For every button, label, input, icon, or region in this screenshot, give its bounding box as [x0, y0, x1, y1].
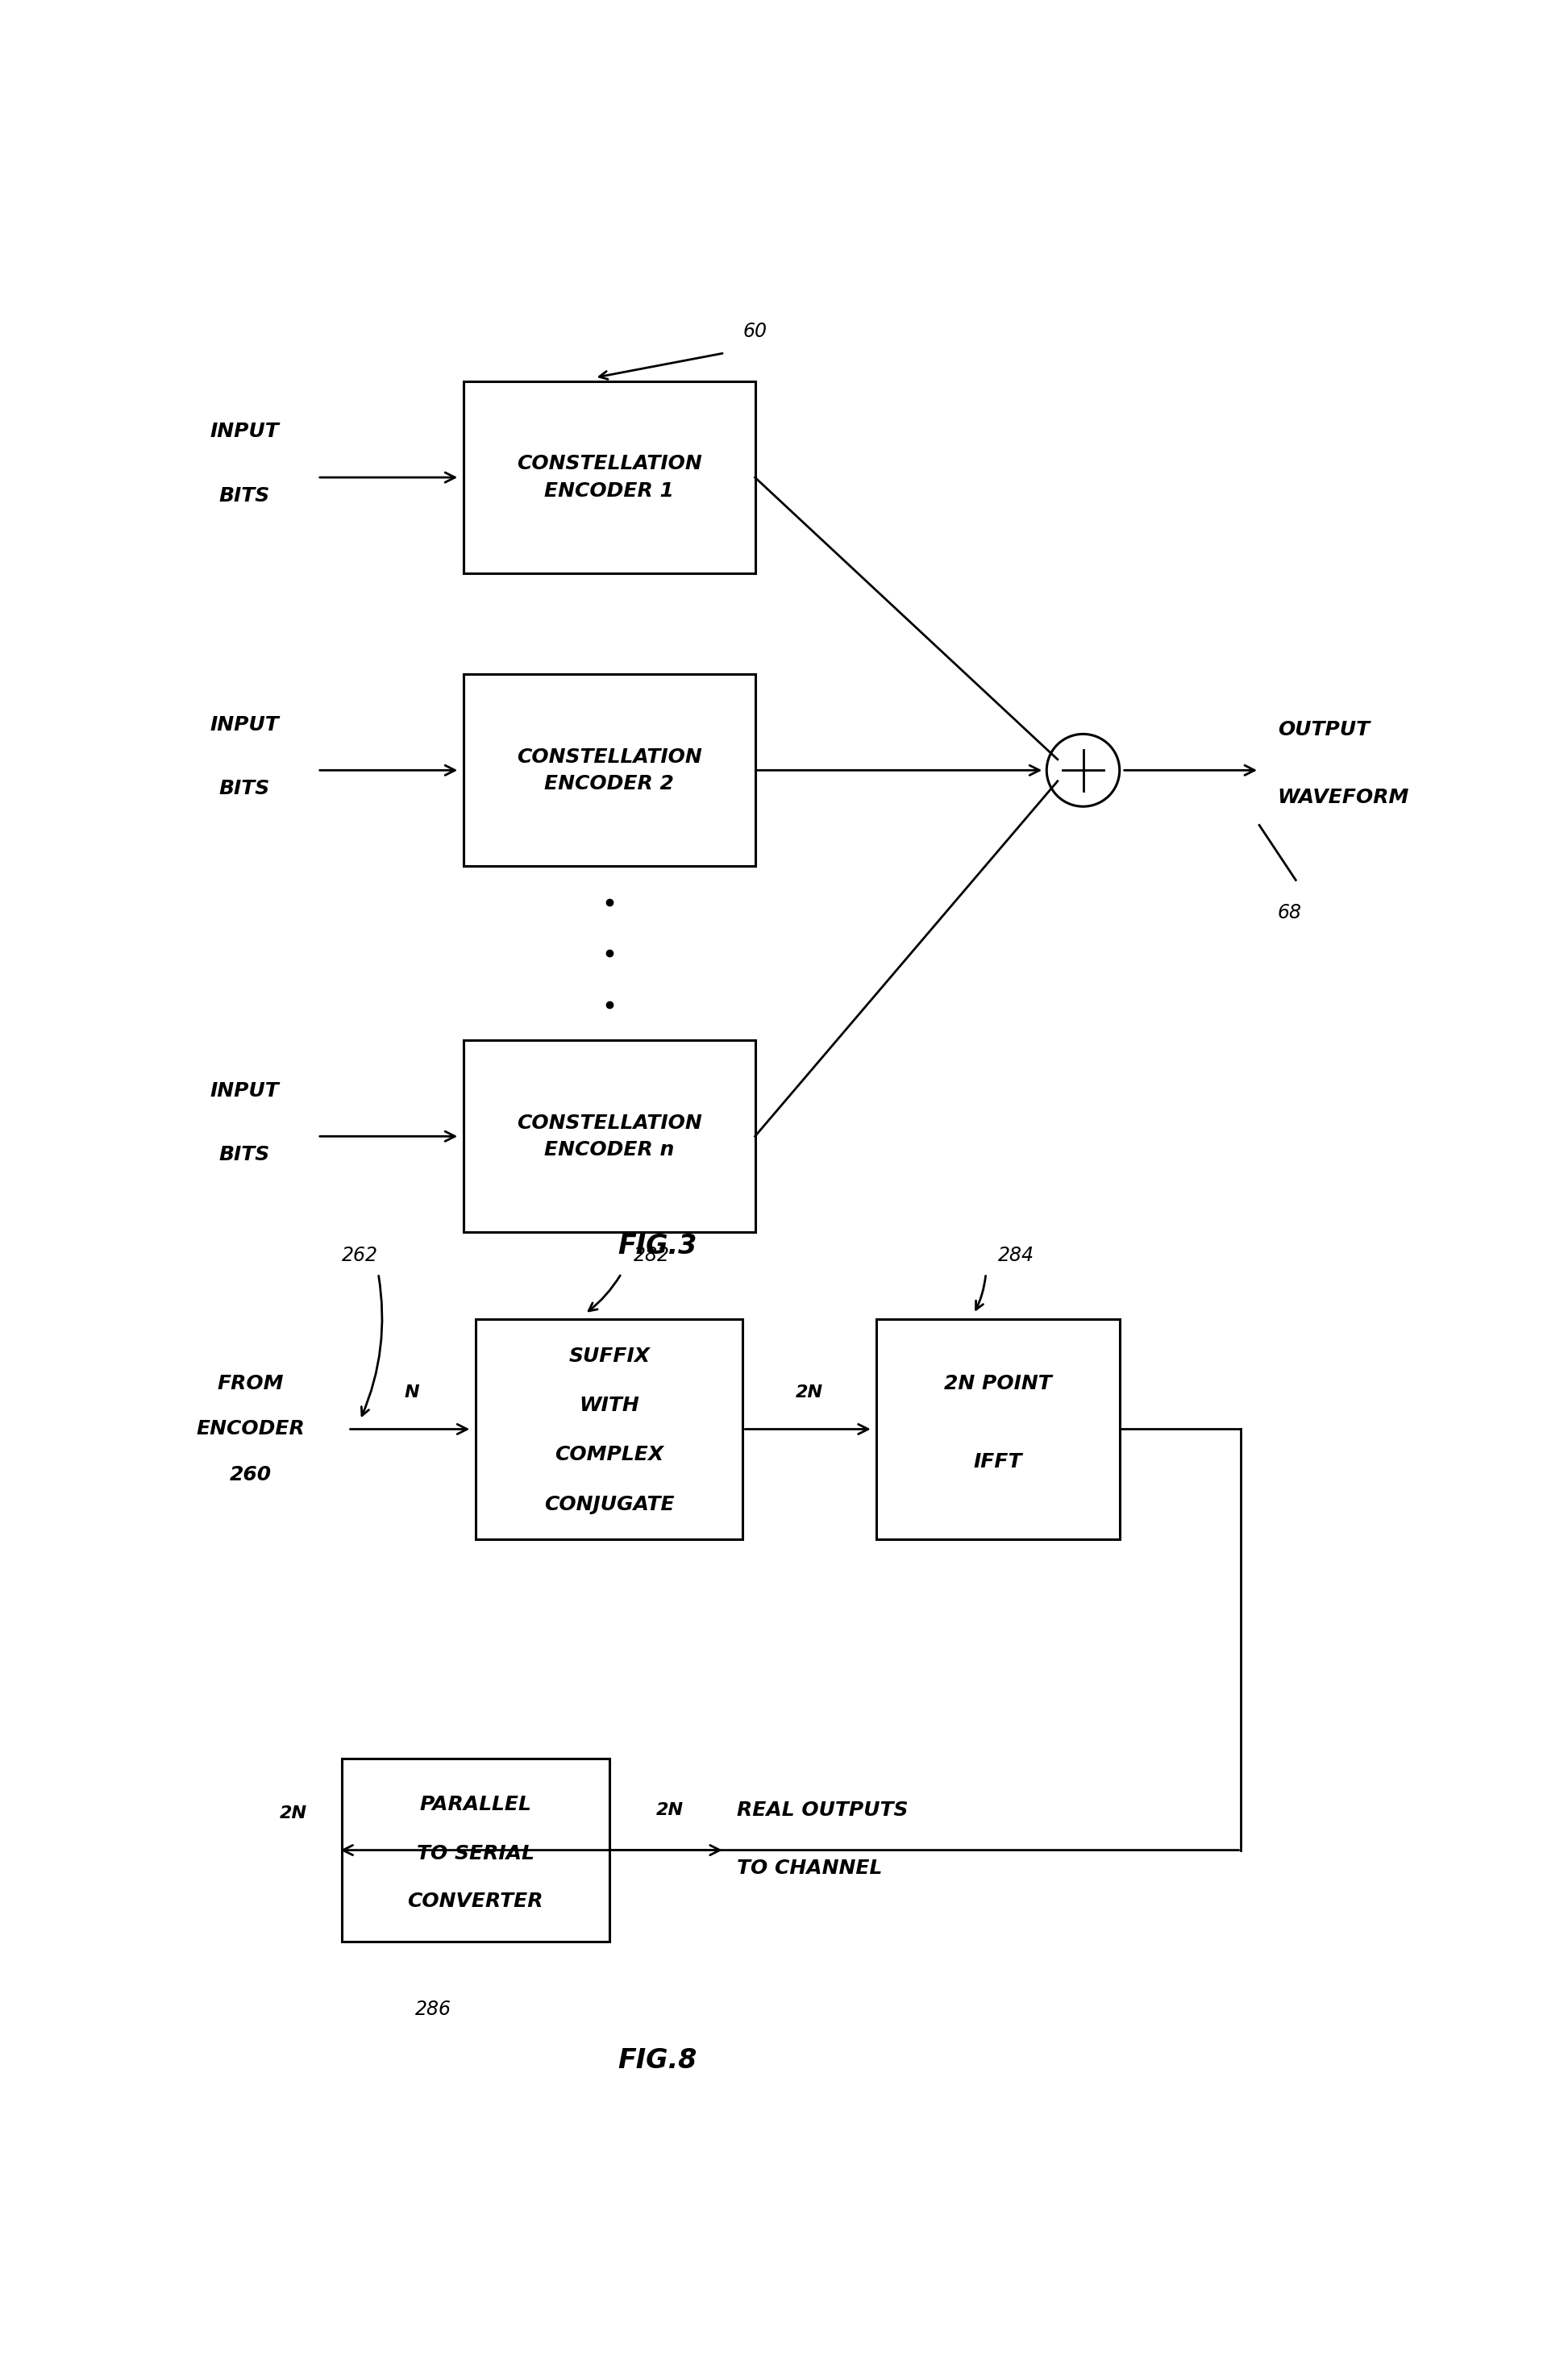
Text: 286: 286	[416, 1999, 452, 2018]
Text: 282: 282	[633, 1246, 670, 1265]
Text: 60: 60	[743, 321, 767, 340]
Text: CONSTELLATION
ENCODER 1: CONSTELLATION ENCODER 1	[516, 454, 702, 502]
Text: CONVERTER: CONVERTER	[408, 1892, 544, 1911]
Text: INPUT: INPUT	[210, 1082, 279, 1101]
Bar	[475, 1319, 743, 1538]
Bar	[464, 380, 756, 573]
Text: FIG.3: FIG.3	[618, 1234, 698, 1260]
Text: WITH: WITH	[579, 1395, 640, 1414]
Text: INPUT: INPUT	[210, 423, 279, 442]
Text: PARALLEL: PARALLEL	[420, 1795, 532, 1814]
Text: N: N	[405, 1383, 419, 1400]
Text: CONSTELLATION
ENCODER n: CONSTELLATION ENCODER n	[516, 1112, 702, 1160]
Text: INPUT: INPUT	[210, 715, 279, 734]
Bar	[464, 675, 756, 865]
Text: SUFFIX: SUFFIX	[569, 1345, 649, 1367]
Text: BITS: BITS	[220, 1146, 270, 1165]
Text: 284: 284	[997, 1246, 1035, 1265]
Text: WAVEFORM: WAVEFORM	[1278, 789, 1410, 808]
Text: TO SERIAL: TO SERIAL	[417, 1845, 535, 1864]
Text: IFFT: IFFT	[974, 1452, 1022, 1471]
Text: CONSTELLATION
ENCODER 2: CONSTELLATION ENCODER 2	[516, 746, 702, 794]
Text: FIG.8: FIG.8	[618, 2047, 698, 2073]
Bar	[464, 1041, 756, 1231]
Text: FROM: FROM	[218, 1374, 284, 1393]
Text: 2N: 2N	[655, 1802, 684, 1818]
Text: 68: 68	[1278, 903, 1301, 922]
Bar	[877, 1319, 1120, 1538]
Text: BITS: BITS	[220, 780, 270, 799]
Text: REAL OUTPUTS: REAL OUTPUTS	[737, 1799, 908, 1818]
Text: COMPLEX: COMPLEX	[555, 1445, 663, 1464]
Bar	[342, 1759, 608, 1942]
Text: 2N POINT: 2N POINT	[944, 1374, 1052, 1393]
Text: 2N: 2N	[279, 1807, 307, 1821]
Text: BITS: BITS	[220, 485, 270, 506]
Text: TO CHANNEL: TO CHANNEL	[737, 1859, 883, 1878]
Text: 2N: 2N	[797, 1383, 823, 1400]
Text: CONJUGATE: CONJUGATE	[544, 1495, 674, 1514]
Text: 260: 260	[229, 1464, 271, 1486]
Text: 262: 262	[342, 1246, 378, 1265]
Text: OUTPUT: OUTPUT	[1278, 720, 1369, 739]
Text: ENCODER: ENCODER	[196, 1419, 306, 1438]
